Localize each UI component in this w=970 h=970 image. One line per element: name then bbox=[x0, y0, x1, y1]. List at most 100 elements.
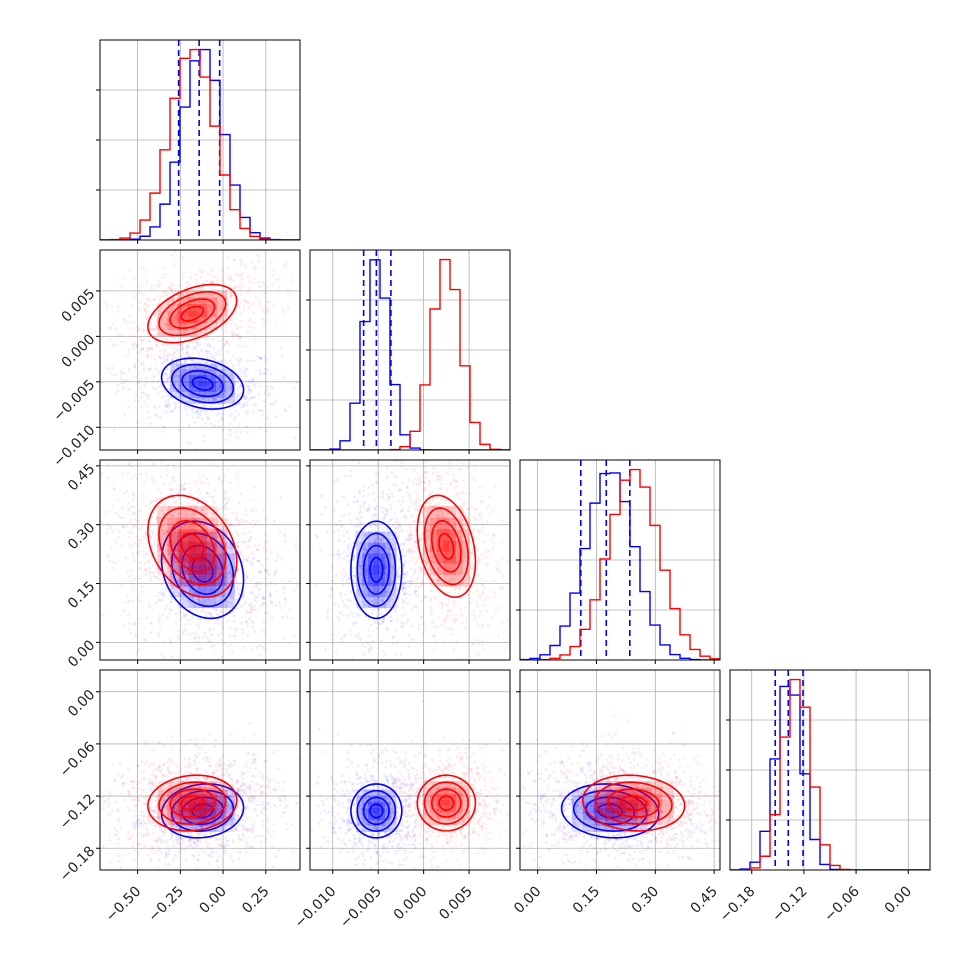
sample-point bbox=[199, 364, 202, 368]
sample-point bbox=[390, 581, 394, 584]
sample-point bbox=[426, 521, 430, 525]
sample-point bbox=[202, 404, 205, 408]
sample-point bbox=[170, 513, 173, 516]
sample-point bbox=[451, 684, 454, 687]
sample-point bbox=[315, 533, 318, 537]
sample-point bbox=[462, 500, 466, 504]
sample-point bbox=[407, 550, 411, 554]
sample-point bbox=[166, 402, 170, 406]
sample-point bbox=[176, 636, 180, 640]
sample-point bbox=[264, 307, 268, 311]
sample-point bbox=[427, 521, 430, 525]
sample-point bbox=[139, 386, 143, 390]
sample-point bbox=[381, 621, 385, 624]
sample-point bbox=[268, 592, 272, 595]
sample-point bbox=[410, 624, 414, 628]
sample-point bbox=[205, 279, 209, 283]
sample-point bbox=[138, 566, 142, 569]
sample-point bbox=[177, 364, 181, 367]
density-cell bbox=[157, 563, 168, 575]
sample-point bbox=[245, 395, 249, 399]
sample-point bbox=[412, 571, 416, 575]
sample-point bbox=[130, 568, 134, 572]
sample-point bbox=[197, 574, 201, 578]
sample-point bbox=[252, 485, 256, 489]
density-cell bbox=[217, 297, 228, 304]
sample-point bbox=[171, 409, 175, 413]
sample-point bbox=[288, 608, 292, 612]
sample-point bbox=[390, 597, 394, 601]
sample-point bbox=[497, 633, 500, 637]
sample-point bbox=[156, 327, 160, 330]
sample-point bbox=[244, 601, 247, 605]
sample-point bbox=[453, 594, 457, 597]
sample-point bbox=[203, 523, 206, 527]
sample-point bbox=[107, 451, 110, 454]
sample-point bbox=[371, 599, 375, 603]
sample-point bbox=[206, 525, 210, 529]
sample-point bbox=[391, 635, 395, 639]
density-cell bbox=[157, 316, 168, 324]
sample-point bbox=[352, 621, 356, 625]
sample-point bbox=[158, 497, 161, 501]
sample-point bbox=[258, 834, 261, 838]
sample-point bbox=[188, 765, 192, 769]
sample-point bbox=[102, 302, 106, 305]
sample-point bbox=[119, 583, 123, 587]
sample-point bbox=[389, 619, 393, 623]
sample-point bbox=[477, 528, 481, 532]
sample-point bbox=[266, 416, 270, 420]
sample-point bbox=[354, 529, 358, 533]
sample-point bbox=[369, 623, 373, 627]
sample-point bbox=[242, 308, 246, 312]
sample-point bbox=[175, 499, 179, 503]
sample-point bbox=[122, 491, 126, 495]
sample-point bbox=[423, 470, 427, 474]
sample-point bbox=[136, 595, 140, 599]
sample-point bbox=[422, 508, 426, 512]
density-cell bbox=[430, 574, 437, 587]
sample-point bbox=[202, 434, 206, 437]
sample-point bbox=[121, 386, 125, 390]
sample-point bbox=[176, 374, 179, 378]
sample-point bbox=[131, 498, 135, 502]
sample-point bbox=[346, 548, 350, 552]
sample-point bbox=[171, 284, 175, 288]
sample-point bbox=[384, 560, 388, 564]
density-cell bbox=[423, 517, 430, 530]
sample-point bbox=[238, 286, 242, 290]
sample-point bbox=[138, 290, 142, 294]
sample-point bbox=[364, 577, 368, 580]
sample-point bbox=[216, 360, 220, 363]
sample-point bbox=[251, 800, 255, 804]
density-cell bbox=[207, 290, 218, 298]
sample-point bbox=[172, 401, 176, 405]
sample-point bbox=[184, 623, 187, 626]
histogram-series-0 bbox=[310, 259, 510, 450]
sample-point bbox=[240, 277, 244, 280]
sample-point bbox=[127, 387, 131, 391]
sample-point bbox=[190, 505, 193, 509]
sample-point bbox=[208, 628, 212, 631]
density-cell bbox=[217, 290, 228, 298]
sample-point bbox=[263, 355, 267, 359]
sample-point bbox=[230, 553, 234, 557]
density-cell bbox=[384, 597, 391, 609]
sample-point bbox=[230, 806, 234, 809]
density-cell bbox=[207, 392, 217, 398]
density-cell bbox=[430, 517, 437, 530]
sample-point bbox=[129, 518, 133, 522]
sample-point bbox=[461, 461, 465, 465]
sample-point bbox=[191, 347, 195, 351]
sample-point bbox=[190, 409, 194, 413]
sample-point bbox=[138, 309, 141, 313]
sample-point bbox=[180, 292, 184, 296]
sample-point bbox=[389, 507, 393, 511]
sample-point bbox=[238, 587, 242, 590]
sample-point bbox=[216, 605, 219, 609]
sample-point bbox=[481, 590, 485, 594]
sample-point bbox=[162, 503, 166, 507]
sample-point bbox=[294, 544, 297, 548]
sample-point bbox=[428, 566, 432, 570]
sample-point bbox=[271, 387, 274, 391]
